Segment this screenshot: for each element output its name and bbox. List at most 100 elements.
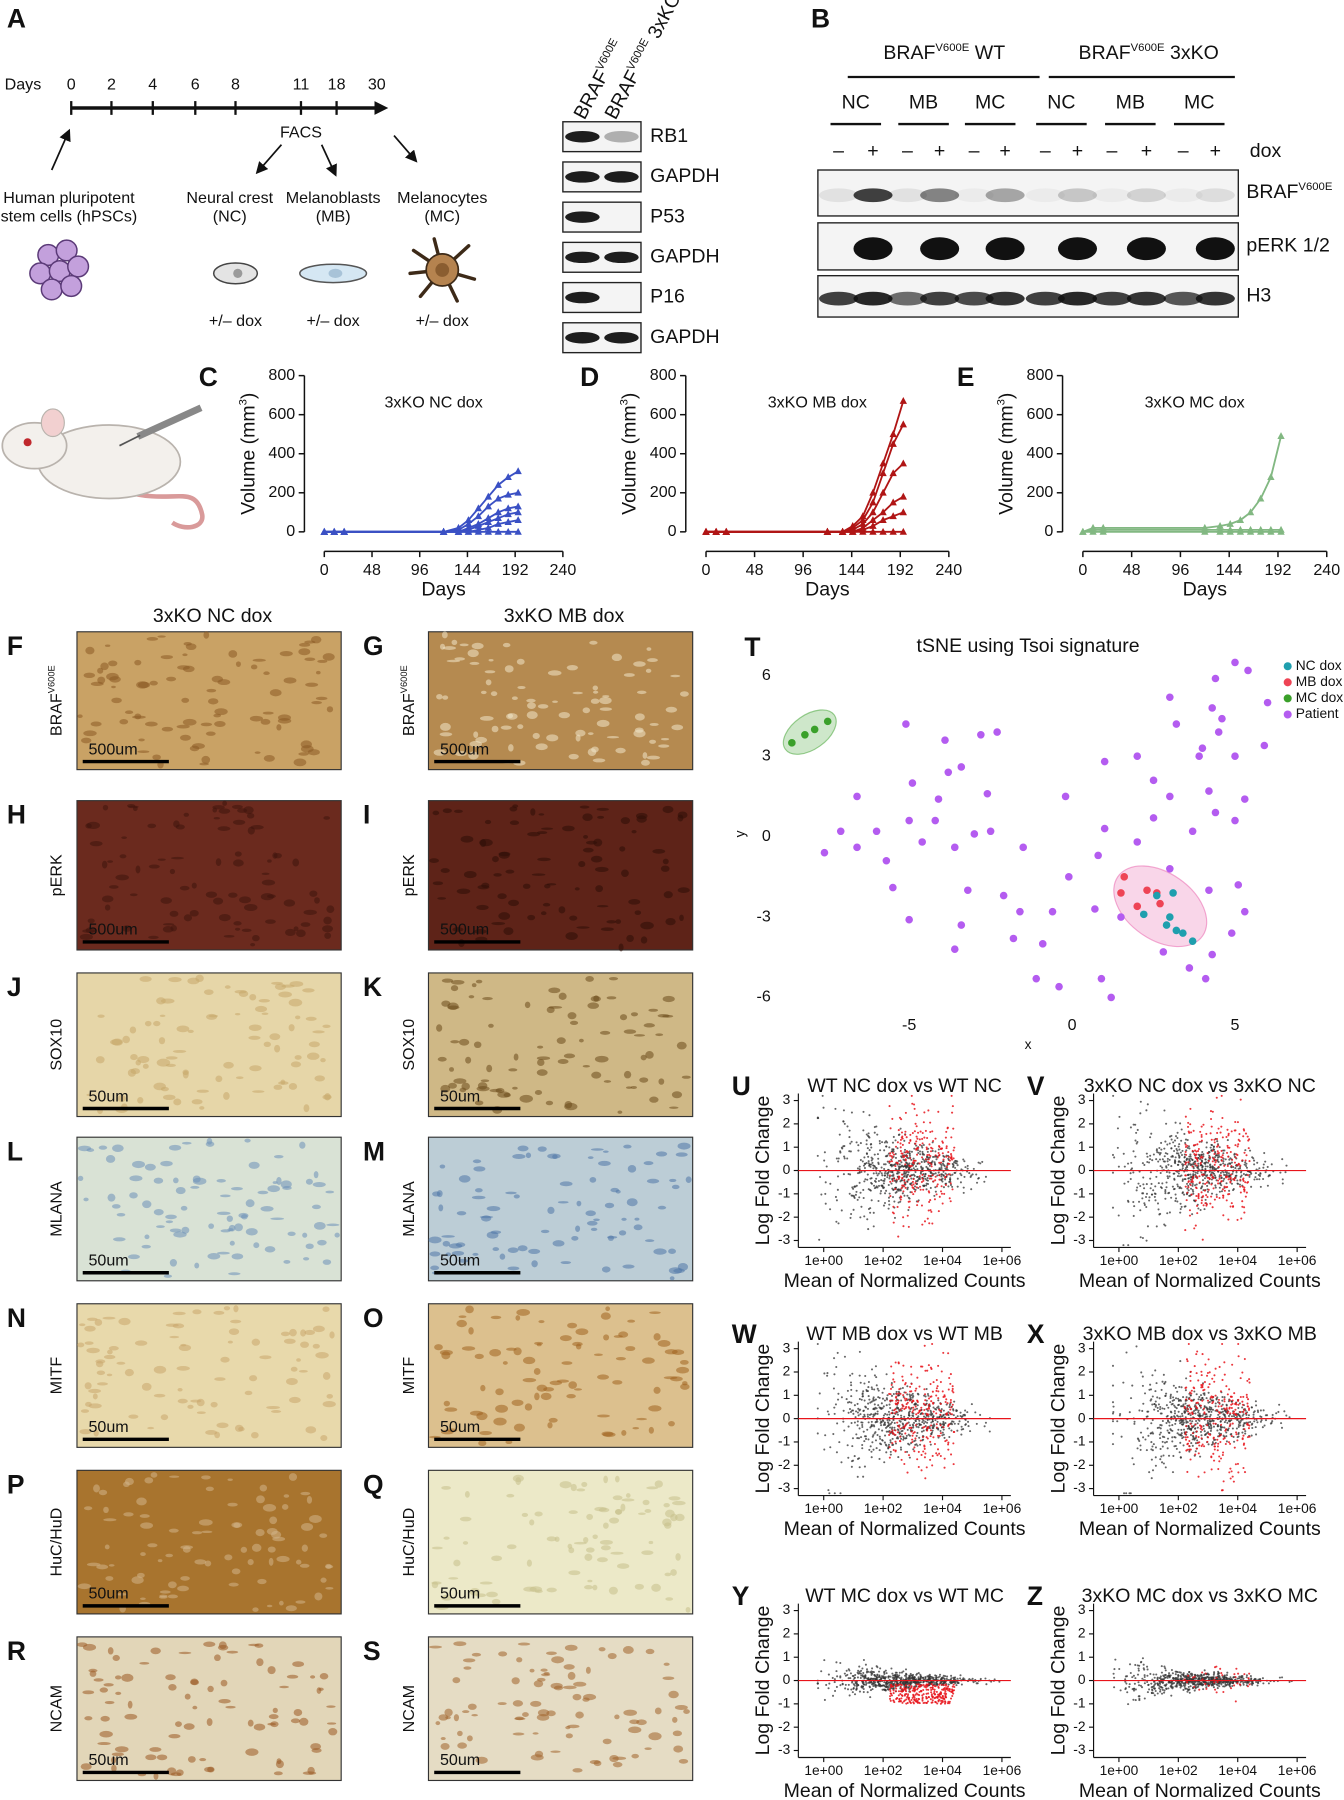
- point-cloud-dot: [910, 1191, 913, 1194]
- histology-texture: [662, 1676, 675, 1680]
- point-cloud-dot: [870, 1199, 873, 1202]
- point-cloud-dot: [892, 1415, 895, 1418]
- point-cloud-dot: [1196, 1426, 1199, 1429]
- point-cloud-dot: [897, 1401, 900, 1404]
- point-cloud-dot: [877, 1428, 880, 1431]
- histology-texture: [633, 661, 646, 667]
- point-cloud-dot: [1264, 1160, 1267, 1163]
- point-cloud-dot: [850, 1111, 853, 1114]
- point-cloud-dot: [1225, 1172, 1228, 1175]
- point-cloud-dot: [1241, 1159, 1244, 1162]
- dox-sign: –: [1107, 140, 1118, 162]
- mouse-illustration: [1, 404, 205, 530]
- histology-texture: [276, 1555, 290, 1563]
- histology-texture: [215, 858, 222, 866]
- histology-texture: [106, 1373, 113, 1377]
- histology-texture: [310, 1743, 322, 1750]
- point-cloud-dot: [918, 1138, 921, 1141]
- histology-texture: [288, 1024, 295, 1032]
- histology-texture: [80, 1763, 92, 1770]
- data-point: [484, 502, 492, 510]
- histology-texture: [295, 1600, 306, 1604]
- histology-texture: [668, 1248, 676, 1254]
- histology-texture: [587, 732, 594, 736]
- histology-texture: [208, 1223, 215, 1229]
- point-cloud-dot: [1180, 1139, 1183, 1142]
- point-cloud-dot: [936, 1183, 939, 1186]
- point-cloud-dot: [1222, 1160, 1225, 1163]
- data-point: [964, 886, 972, 895]
- x-tick-label: 192: [1265, 561, 1292, 579]
- scale-bar-label: 50um: [440, 1585, 480, 1603]
- point-cloud-dot: [913, 1147, 916, 1150]
- x-tick-label: 96: [411, 561, 429, 579]
- point-cloud-dot: [1152, 1189, 1155, 1192]
- point-cloud-dot: [971, 1173, 974, 1176]
- point-cloud-dot: [845, 1398, 848, 1401]
- point-cloud-dot: [1159, 1171, 1162, 1175]
- scale-bar-label: 50um: [88, 1418, 128, 1436]
- histology-texture: [104, 904, 111, 911]
- histology-texture: [189, 909, 199, 917]
- point-cloud-dot: [1237, 1143, 1240, 1146]
- point-cloud-dot: [910, 1430, 913, 1433]
- x-tick-label: -5: [902, 1016, 916, 1034]
- point-cloud-dot: [910, 1150, 913, 1153]
- histology-texture: [552, 700, 558, 703]
- point-cloud-dot: [896, 1147, 899, 1150]
- point-cloud-dot: [866, 1178, 869, 1181]
- point-cloud-dot: [872, 1167, 875, 1170]
- point-cloud-dot: [936, 1174, 939, 1177]
- point-cloud-dot: [1214, 1184, 1217, 1187]
- histology-texture: [233, 921, 242, 926]
- x-tick-label: 1e+06: [983, 1253, 1022, 1268]
- dox-sign: +: [1210, 140, 1221, 162]
- point-cloud-dot: [948, 1412, 951, 1415]
- histology-texture: [612, 1761, 623, 1768]
- point-cloud-dot: [1210, 1125, 1213, 1128]
- data-point: [454, 527, 463, 535]
- point-cloud-dot: [1199, 1187, 1203, 1190]
- point-cloud-dot: [1145, 1239, 1148, 1242]
- point-cloud-dot: [1181, 1191, 1184, 1194]
- histology-texture: [657, 1013, 670, 1018]
- histology-texture: [649, 1311, 661, 1314]
- point-cloud-dot: [918, 1176, 921, 1179]
- point-cloud-dot: [962, 1413, 965, 1416]
- point-cloud-dot: [1226, 1164, 1229, 1168]
- point-cloud-dot: [862, 1390, 865, 1393]
- histology-texture: [589, 1760, 601, 1765]
- data-point: [1117, 889, 1125, 897]
- point-cloud-dot: [1210, 1183, 1213, 1186]
- point-cloud-dot: [930, 1165, 933, 1168]
- histology-texture: [529, 1668, 535, 1673]
- stain-label-sup: V600E: [47, 665, 57, 693]
- y-tick-label: -3: [1073, 1232, 1086, 1247]
- point-cloud-dot: [917, 1465, 920, 1469]
- point-cloud-dot: [908, 1407, 911, 1410]
- histology-texture: [142, 1200, 152, 1209]
- histology-texture: [121, 836, 127, 839]
- histology-texture: [642, 752, 648, 759]
- point-cloud-dot: [868, 1136, 871, 1139]
- point-cloud-dot: [863, 1215, 866, 1218]
- histology-texture: [289, 1328, 297, 1337]
- point-cloud-dot: [850, 1140, 853, 1143]
- histology-texture: [138, 738, 145, 742]
- point-cloud-dot: [1170, 1134, 1173, 1137]
- histology-texture: [205, 731, 216, 736]
- point-cloud-dot: [1202, 1427, 1205, 1430]
- point-cloud-dot: [923, 1456, 926, 1459]
- histology-texture: [231, 1568, 241, 1575]
- point-cloud-dot: [820, 1193, 823, 1196]
- point-cloud-dot: [1159, 1165, 1162, 1168]
- blot-band: [1092, 188, 1132, 203]
- point-cloud-dot: [865, 1390, 868, 1393]
- point-cloud-dot: [878, 1435, 881, 1438]
- point-cloud-dot: [1245, 1191, 1248, 1194]
- point-cloud-dot: [857, 1149, 860, 1152]
- point-cloud-dot: [1111, 1153, 1115, 1156]
- point-cloud-dot: [1223, 1164, 1226, 1167]
- histology-texture: [86, 1093, 92, 1097]
- histology-texture: [224, 985, 231, 989]
